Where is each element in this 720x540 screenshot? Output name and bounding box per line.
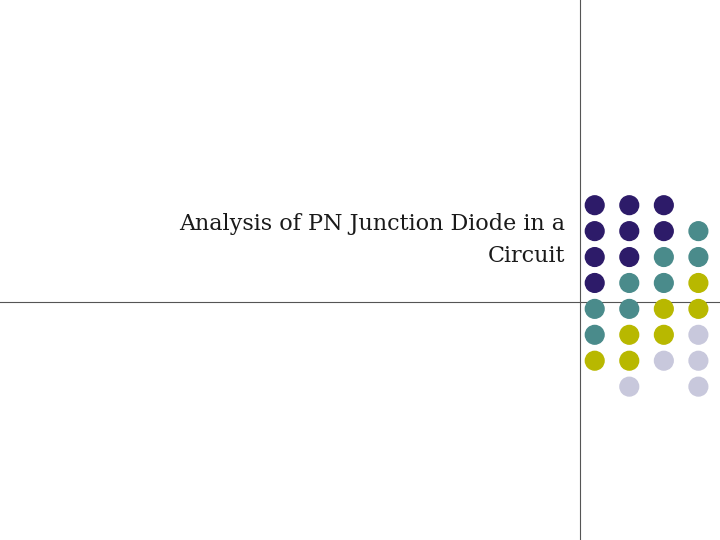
Ellipse shape bbox=[620, 326, 639, 344]
Ellipse shape bbox=[620, 352, 639, 370]
Ellipse shape bbox=[585, 326, 604, 344]
Ellipse shape bbox=[585, 352, 604, 370]
Ellipse shape bbox=[689, 377, 708, 396]
Ellipse shape bbox=[585, 196, 604, 214]
Ellipse shape bbox=[620, 274, 639, 292]
Text: Analysis of PN Junction Diode in a
Circuit: Analysis of PN Junction Diode in a Circu… bbox=[179, 213, 565, 267]
Ellipse shape bbox=[654, 352, 673, 370]
Ellipse shape bbox=[689, 352, 708, 370]
Ellipse shape bbox=[689, 222, 708, 240]
Ellipse shape bbox=[654, 222, 673, 240]
Ellipse shape bbox=[620, 196, 639, 214]
Ellipse shape bbox=[689, 248, 708, 266]
Ellipse shape bbox=[585, 274, 604, 292]
Ellipse shape bbox=[585, 248, 604, 266]
Ellipse shape bbox=[620, 300, 639, 318]
Ellipse shape bbox=[689, 326, 708, 344]
Ellipse shape bbox=[620, 222, 639, 240]
Ellipse shape bbox=[654, 300, 673, 318]
Ellipse shape bbox=[689, 274, 708, 292]
Ellipse shape bbox=[620, 377, 639, 396]
Ellipse shape bbox=[585, 300, 604, 318]
Ellipse shape bbox=[585, 222, 604, 240]
Ellipse shape bbox=[654, 248, 673, 266]
Ellipse shape bbox=[654, 274, 673, 292]
Ellipse shape bbox=[620, 248, 639, 266]
Ellipse shape bbox=[654, 196, 673, 214]
Ellipse shape bbox=[654, 326, 673, 344]
Ellipse shape bbox=[689, 300, 708, 318]
